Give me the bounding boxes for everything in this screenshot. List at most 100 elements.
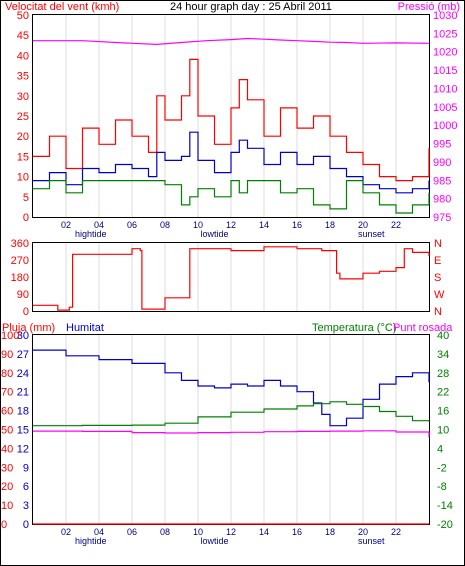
x-tick-label: 06 xyxy=(127,527,137,537)
compass-label: N xyxy=(434,306,442,318)
y-right-tick-label: 1025 xyxy=(433,28,457,40)
y-tick-label: 15 xyxy=(17,151,29,163)
y-tick-label: 90 xyxy=(17,289,29,301)
series-line xyxy=(33,349,430,427)
humidity-tick-label: 70 xyxy=(1,387,13,399)
rain-tick-label: 15 xyxy=(17,425,29,437)
series-line xyxy=(33,131,430,194)
x-tick-label: 08 xyxy=(160,220,170,230)
y-tick-label: 50 xyxy=(17,10,29,22)
compass-label: S xyxy=(434,272,441,284)
rain-tick-label: 24 xyxy=(17,368,29,380)
annotation-label: hightide xyxy=(75,536,107,546)
series-line xyxy=(33,58,430,182)
rain-tick-label: 0 xyxy=(23,519,29,531)
y-tick-label: 0 xyxy=(23,306,29,318)
rain-tick-label: 27 xyxy=(17,349,29,361)
x-tick-label: 10 xyxy=(193,527,203,537)
y-tick-label: 270 xyxy=(11,255,29,267)
x-tick-label: 20 xyxy=(358,527,368,537)
temp-tick-label: 34 xyxy=(437,349,449,361)
compass-label: E xyxy=(434,255,441,267)
humidity-tick-label: 40 xyxy=(1,443,13,455)
y-right-tick-label: 1010 xyxy=(433,83,457,95)
humidity-tick-label: 0 xyxy=(1,519,7,531)
humidity-label: Humitat xyxy=(66,322,104,334)
temp-tick-label: 16 xyxy=(437,406,449,418)
rain-tick-label: 12 xyxy=(17,443,29,455)
y-right-tick-label: 975 xyxy=(433,212,451,224)
direction-series xyxy=(33,246,430,311)
y-right-tick-label: 1000 xyxy=(433,120,457,132)
y-right-tick-label: 1005 xyxy=(433,102,457,114)
x-tick-label: 12 xyxy=(226,220,236,230)
series-line xyxy=(33,246,430,311)
x-tick-label: 20 xyxy=(358,220,368,230)
temp-tick-label: -14 xyxy=(437,500,453,512)
temp-tick-label: 28 xyxy=(437,368,449,380)
humidity-tick-label: 20 xyxy=(1,481,13,493)
compass-label: N xyxy=(434,238,442,250)
annotation-label: sunset xyxy=(358,229,385,239)
series-line xyxy=(33,180,430,214)
dewpoint-label: Punt rosada xyxy=(393,322,453,334)
wind-series xyxy=(33,37,430,214)
y-tick-label: 360 xyxy=(11,238,29,250)
humidity-series xyxy=(33,349,430,525)
annotation-label: sunset xyxy=(358,536,385,546)
x-tick-label: 22 xyxy=(391,527,401,537)
rain-tick-label: 30 xyxy=(17,330,29,342)
humidity-grid xyxy=(65,335,397,524)
humidity-tick-label: 30 xyxy=(1,462,13,474)
y-tick-label: 25 xyxy=(17,111,29,123)
temp-tick-label: -20 xyxy=(437,519,453,531)
y-right-tick-label: 985 xyxy=(433,175,451,187)
temp-tick-label: 10 xyxy=(437,425,449,437)
rain-tick-label: 21 xyxy=(17,387,29,399)
x-tick-label: 18 xyxy=(325,527,335,537)
humidity-tick-label: 100 xyxy=(1,330,19,342)
x-tick-label: 16 xyxy=(292,527,302,537)
temp-tick-label: -8 xyxy=(437,481,447,493)
x-tick-label: 08 xyxy=(160,527,170,537)
y-tick-label: 40 xyxy=(17,50,29,62)
humidity-tick-label: 50 xyxy=(1,425,13,437)
temp-tick-label: 4 xyxy=(437,443,443,455)
y-right-tick-label: 1030 xyxy=(433,10,457,22)
y-tick-label: 45 xyxy=(17,30,29,42)
y-tick-label: 0 xyxy=(23,212,29,224)
temp-tick-label: 40 xyxy=(437,330,449,342)
y-tick-label: 180 xyxy=(11,272,29,284)
wind-speed-label: Velocitat del vent (kmh) xyxy=(5,1,119,13)
humidity-tick-label: 80 xyxy=(1,368,13,380)
y-tick-label: 5 xyxy=(23,192,29,204)
x-tick-label: 14 xyxy=(259,527,269,537)
rain-tick-label: 9 xyxy=(23,462,29,474)
annotation-label: lowtide xyxy=(200,536,228,546)
y-right-tick-label: 980 xyxy=(433,194,451,206)
x-tick-label: 04 xyxy=(94,220,104,230)
humidity-tick-label: 90 xyxy=(1,349,13,361)
chart-title: 24 hour graph day : 25 Abril 2011 xyxy=(170,1,332,13)
y-right-tick-label: 1020 xyxy=(433,47,457,59)
temp-tick-label: -2 xyxy=(437,462,447,474)
annotation-label: lowtide xyxy=(200,229,228,239)
x-tick-label: 02 xyxy=(61,220,71,230)
y-right-tick-label: 1015 xyxy=(433,65,457,77)
humidity-axis-ticks: 02 04 06 08 10 12 14 16 18 20 22010203040506070809… xyxy=(1,330,453,546)
series-line xyxy=(33,37,430,46)
y-right-tick-label: 995 xyxy=(433,139,451,151)
y-right-tick-label: 990 xyxy=(433,157,451,169)
temp-tick-label: 22 xyxy=(437,387,449,399)
humidity-tick-label: 10 xyxy=(1,500,13,512)
direction-axis-ticks: 0 N 90 W 180 S 270 E 360 N xyxy=(11,238,445,318)
rain-label: Pluja (mm) xyxy=(2,322,55,334)
x-tick-label: 22 xyxy=(391,220,401,230)
y-tick-label: 20 xyxy=(17,131,29,143)
y-tick-label: 10 xyxy=(17,172,29,184)
x-tick-label: 02 xyxy=(61,527,71,537)
x-tick-label: 16 xyxy=(292,220,302,230)
x-tick-label: 18 xyxy=(325,220,335,230)
x-tick-label: 06 xyxy=(127,220,137,230)
